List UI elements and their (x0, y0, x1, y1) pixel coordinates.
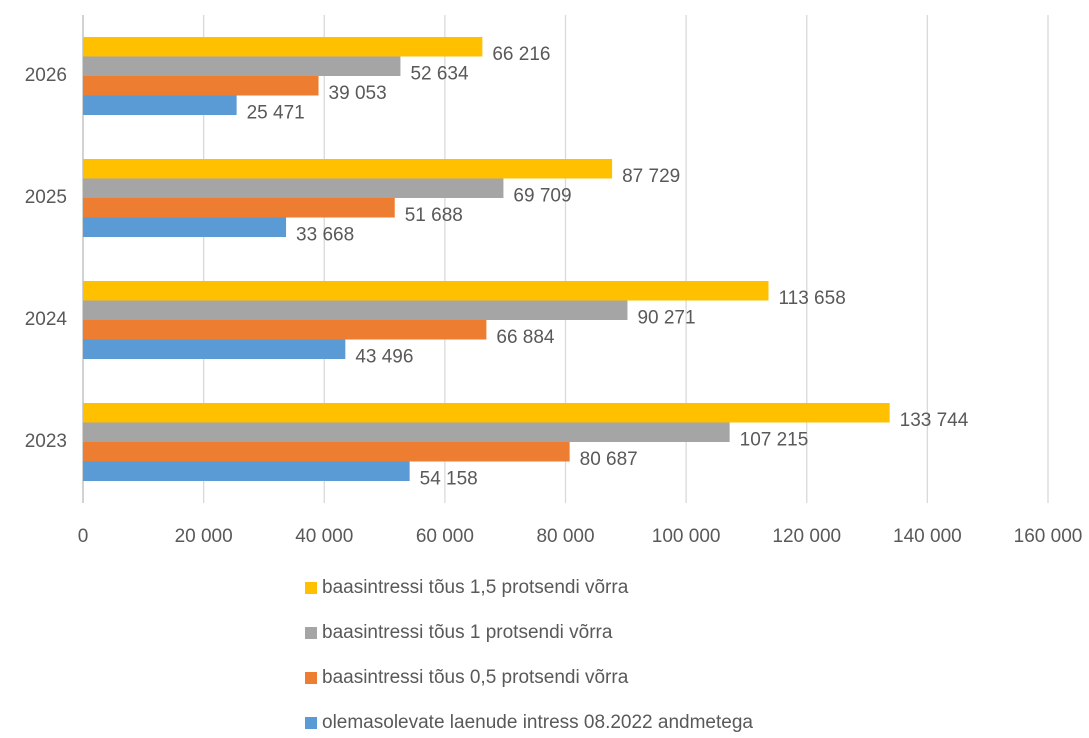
bar (83, 403, 890, 423)
bar (83, 56, 401, 76)
bar (83, 37, 483, 57)
bar (83, 442, 570, 462)
value-label: 54 158 (420, 468, 478, 489)
y-tick-label: 2026 (25, 65, 67, 86)
x-tick-label: 60 000 (416, 526, 474, 547)
x-tick-label: 40 000 (295, 526, 353, 547)
legend-label: baasintressi tõus 1 protsendi võrra (322, 622, 613, 643)
bar (83, 95, 237, 115)
bar (83, 339, 346, 359)
legend-swatch (305, 717, 317, 729)
value-label: 66 884 (496, 327, 555, 348)
value-label: 133 744 (900, 410, 969, 431)
x-tick-label: 120 000 (772, 526, 841, 547)
value-label: 87 729 (622, 166, 680, 187)
value-label: 90 271 (637, 307, 695, 328)
bar (83, 217, 287, 237)
y-tick-label: 2025 (25, 187, 67, 208)
value-label: 43 496 (355, 346, 413, 367)
legend-swatch (305, 672, 317, 684)
bar (83, 159, 613, 179)
value-label: 66 216 (492, 44, 550, 65)
value-label: 25 471 (247, 102, 305, 123)
bar (83, 461, 410, 481)
legend-swatch (305, 627, 317, 639)
legend-label: baasintressi tõus 1,5 protsendi võrra (322, 577, 629, 598)
value-label: 52 634 (410, 63, 469, 84)
bar (83, 422, 730, 442)
legend-label: olemasolevate laenude intress 08.2022 an… (322, 712, 753, 733)
value-label: 80 687 (580, 449, 638, 470)
value-label: 39 053 (329, 83, 387, 104)
value-label: 51 688 (405, 205, 463, 226)
bar (83, 281, 769, 301)
bar (83, 198, 395, 218)
y-tick-label: 2023 (25, 431, 67, 452)
y-tick-label: 2024 (25, 309, 68, 330)
bar (83, 300, 628, 320)
legend-label: baasintressi tõus 0,5 protsendi võrra (322, 667, 629, 688)
x-tick-label: 100 000 (652, 526, 721, 547)
x-tick-label: 140 000 (893, 526, 962, 547)
x-tick-label: 0 (78, 526, 89, 547)
x-tick-label: 160 000 (1014, 526, 1083, 547)
value-label: 69 709 (513, 185, 571, 206)
value-label: 33 668 (296, 224, 354, 245)
bar (83, 320, 487, 340)
value-label: 113 658 (778, 288, 845, 309)
bar (83, 76, 319, 96)
x-tick-label: 80 000 (536, 526, 594, 547)
legend-swatch (305, 582, 317, 594)
bar (83, 178, 504, 198)
value-label: 107 215 (740, 429, 809, 450)
x-tick-label: 20 000 (175, 526, 233, 547)
